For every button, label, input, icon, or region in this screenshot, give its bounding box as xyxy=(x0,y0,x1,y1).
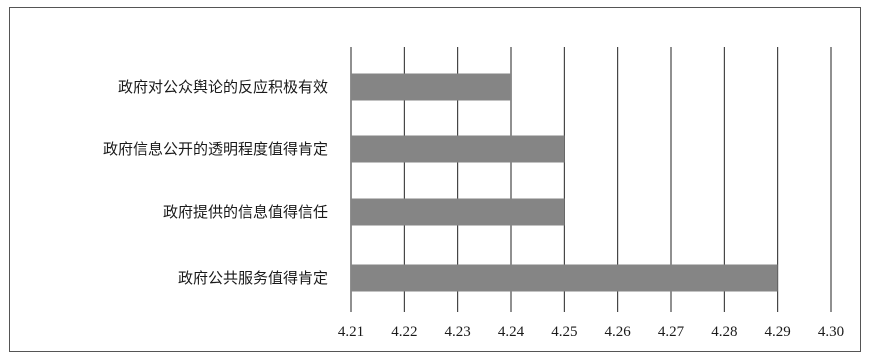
category-label: 政府提供的信息值得信任 xyxy=(163,204,328,221)
x-tick-label: 4.28 xyxy=(711,324,737,340)
x-tick-label: 4.22 xyxy=(391,324,417,340)
bars xyxy=(351,73,778,292)
x-tick-label: 4.24 xyxy=(498,324,525,340)
x-tick-label: 4.26 xyxy=(605,324,632,340)
category-labels: 政府对公众舆论的反应积极有效政府信息公开的透明程度值得肯定政府提供的信息值得信任… xyxy=(103,78,328,287)
x-tick-label: 4.25 xyxy=(551,324,577,340)
category-label: 政府信息公开的透明程度值得肯定 xyxy=(103,141,328,158)
x-tick-label: 4.27 xyxy=(658,324,685,340)
x-tick-label: 4.30 xyxy=(818,324,844,340)
x-tick-label: 4.29 xyxy=(765,324,791,340)
x-tick-label: 4.21 xyxy=(338,324,364,340)
category-label: 政府公共服务值得肯定 xyxy=(178,270,328,287)
x-tick-labels: 4.21 4.22 4.23 4.24 4.25 4.26 4.27 4.28 4.29 4.30 xyxy=(338,324,844,340)
bar xyxy=(351,135,565,163)
x-tick-label: 4.23 xyxy=(445,324,471,340)
bar xyxy=(351,198,565,226)
bar xyxy=(351,73,511,101)
bar xyxy=(351,264,778,292)
chart-frame xyxy=(9,7,861,352)
category-label: 政府对公众舆论的反应积极有效 xyxy=(118,78,328,96)
